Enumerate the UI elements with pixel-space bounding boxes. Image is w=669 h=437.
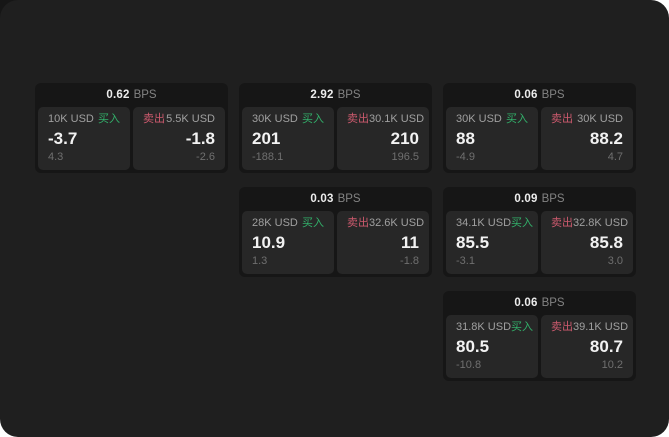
sell-panel[interactable]: 卖出 5.5K USD -1.8 -2.6: [133, 107, 225, 170]
buy-amount: 31.8K USD: [456, 321, 512, 333]
buy-amount: 28K USD: [252, 217, 298, 229]
buy-value: 88: [456, 128, 475, 148]
buy-sub-value: 4.3: [48, 151, 64, 163]
buy-sub-value: -4.9: [456, 151, 475, 163]
sell-value: 80.7: [589, 336, 623, 356]
bps-unit: BPS: [337, 193, 361, 205]
buy-side-label: 买入: [98, 113, 120, 125]
card-header: 0.06 BPS: [443, 83, 636, 107]
buy-amount: 30K USD: [252, 113, 298, 125]
sell-value: -1.8: [185, 128, 215, 148]
buy-side-label: 买入: [511, 321, 534, 333]
bps-unit: BPS: [541, 193, 565, 205]
card-body: 28K USD 买入 10.9 1.3 卖出 32.6K USD 11 -1.8: [239, 211, 432, 277]
sell-side-label: 卖出: [347, 217, 369, 229]
sell-amount: 32.8K USD: [573, 217, 629, 229]
sell-amount: 39.1K USD: [573, 321, 629, 333]
bps-unit: BPS: [337, 89, 361, 101]
buy-sub-value: -3.1: [456, 255, 475, 267]
buy-panel[interactable]: 30K USD 买入 201 -188.1: [242, 107, 334, 170]
sell-side-label: 卖出: [551, 321, 573, 333]
buy-sub-value: 1.3: [252, 255, 268, 267]
card-header: 0.09 BPS: [443, 187, 636, 211]
buy-value: -3.7: [48, 128, 78, 148]
sell-panel[interactable]: 卖出 30.1K USD 210 196.5: [337, 107, 429, 170]
spread-card[interactable]: 0.62 BPS 10K USD 买入 -3.7 4.3 卖出: [35, 83, 228, 173]
buy-sub-value: -10.8: [456, 359, 482, 371]
sell-amount: 30.1K USD: [369, 113, 425, 125]
buy-side-label: 买入: [302, 113, 324, 125]
sell-panel[interactable]: 卖出 32.8K USD 85.8 3.0: [541, 211, 633, 274]
card-body: 34.1K USD 买入 85.5 -3.1 卖出 32.8K USD 85.8…: [443, 211, 636, 277]
buy-amount: 10K USD: [48, 113, 94, 125]
card-header: 0.62 BPS: [35, 83, 228, 107]
sell-sub-value: 3.0: [607, 255, 623, 267]
card-header: 2.92 BPS: [239, 83, 432, 107]
sell-side-label: 卖出: [347, 113, 369, 125]
card-header: 0.03 BPS: [239, 187, 432, 211]
sell-value: 210: [390, 128, 419, 148]
buy-panel[interactable]: 10K USD 买入 -3.7 4.3: [38, 107, 130, 170]
bps-value: 2.92: [310, 89, 334, 101]
spread-card[interactable]: 0.06 BPS 30K USD 买入 88 -4.9 卖出: [443, 83, 636, 173]
buy-amount: 30K USD: [456, 113, 502, 125]
buy-value: 85.5: [456, 232, 490, 252]
bps-unit: BPS: [541, 89, 565, 101]
buy-value: 80.5: [456, 336, 490, 356]
sell-panel[interactable]: 卖出 30K USD 88.2 4.7: [541, 107, 633, 170]
sell-amount: 30K USD: [577, 113, 623, 125]
sell-panel[interactable]: 卖出 32.6K USD 11 -1.8: [337, 211, 429, 274]
buy-side-label: 买入: [302, 217, 324, 229]
buy-amount: 34.1K USD: [456, 217, 512, 229]
buy-side-label: 买入: [511, 217, 534, 229]
spread-card[interactable]: 0.06 BPS 31.8K USD 买入 80.5 -10.8 卖: [443, 291, 636, 381]
sell-side-label: 卖出: [143, 113, 165, 125]
card-body: 10K USD 买入 -3.7 4.3 卖出 5.5K USD -1.8 -2.…: [35, 107, 228, 173]
buy-value: 10.9: [252, 232, 286, 252]
spread-card-grid: 0.62 BPS 10K USD 买入 -3.7 4.3 卖出: [35, 83, 636, 381]
card-body: 30K USD 买入 88 -4.9 卖出 30K USD 88.2 4.7: [443, 107, 636, 173]
buy-panel[interactable]: 28K USD 买入 10.9 1.3: [242, 211, 334, 274]
buy-side-label: 买入: [506, 113, 528, 125]
sell-panel[interactable]: 卖出 39.1K USD 80.7 10.2: [541, 315, 633, 378]
buy-panel[interactable]: 31.8K USD 买入 80.5 -10.8: [446, 315, 538, 378]
sell-value: 85.8: [589, 232, 623, 252]
spread-card[interactable]: 0.03 BPS 28K USD 买入 10.9 1.3 卖出: [239, 187, 432, 277]
card-body: 30K USD 买入 201 -188.1 卖出 30.1K USD 210 1…: [239, 107, 432, 173]
card-header: 0.06 BPS: [443, 291, 636, 315]
sell-sub-value: -1.8: [400, 255, 419, 267]
buy-value: 201: [252, 128, 281, 148]
sell-sub-value: 10.2: [601, 359, 623, 371]
sell-side-label: 卖出: [551, 217, 573, 229]
bps-value: 0.03: [310, 193, 334, 205]
spread-card[interactable]: 2.92 BPS 30K USD 买入 201 -188.1 卖出: [239, 83, 432, 173]
bps-unit: BPS: [133, 89, 157, 101]
sell-amount: 5.5K USD: [166, 113, 215, 125]
buy-panel[interactable]: 34.1K USD 买入 85.5 -3.1: [446, 211, 538, 274]
bps-value: 0.62: [106, 89, 130, 101]
sell-value: 88.2: [589, 128, 623, 148]
sell-amount: 32.6K USD: [369, 217, 425, 229]
card-body: 31.8K USD 买入 80.5 -10.8 卖出 39.1K USD 80.…: [443, 315, 636, 381]
sell-value: 11: [401, 232, 419, 252]
sell-sub-value: 4.7: [607, 151, 623, 163]
buy-sub-value: -188.1: [252, 151, 284, 163]
sell-sub-value: -2.6: [196, 151, 215, 163]
spread-card[interactable]: 0.09 BPS 34.1K USD 买入 85.5 -3.1 卖出: [443, 187, 636, 277]
bps-value: 0.06: [514, 297, 538, 309]
bps-value: 0.09: [514, 193, 538, 205]
buy-panel[interactable]: 30K USD 买入 88 -4.9: [446, 107, 538, 170]
bps-unit: BPS: [541, 297, 565, 309]
sell-side-label: 卖出: [551, 113, 573, 125]
sell-sub-value: 196.5: [391, 151, 419, 163]
bps-value: 0.06: [514, 89, 538, 101]
